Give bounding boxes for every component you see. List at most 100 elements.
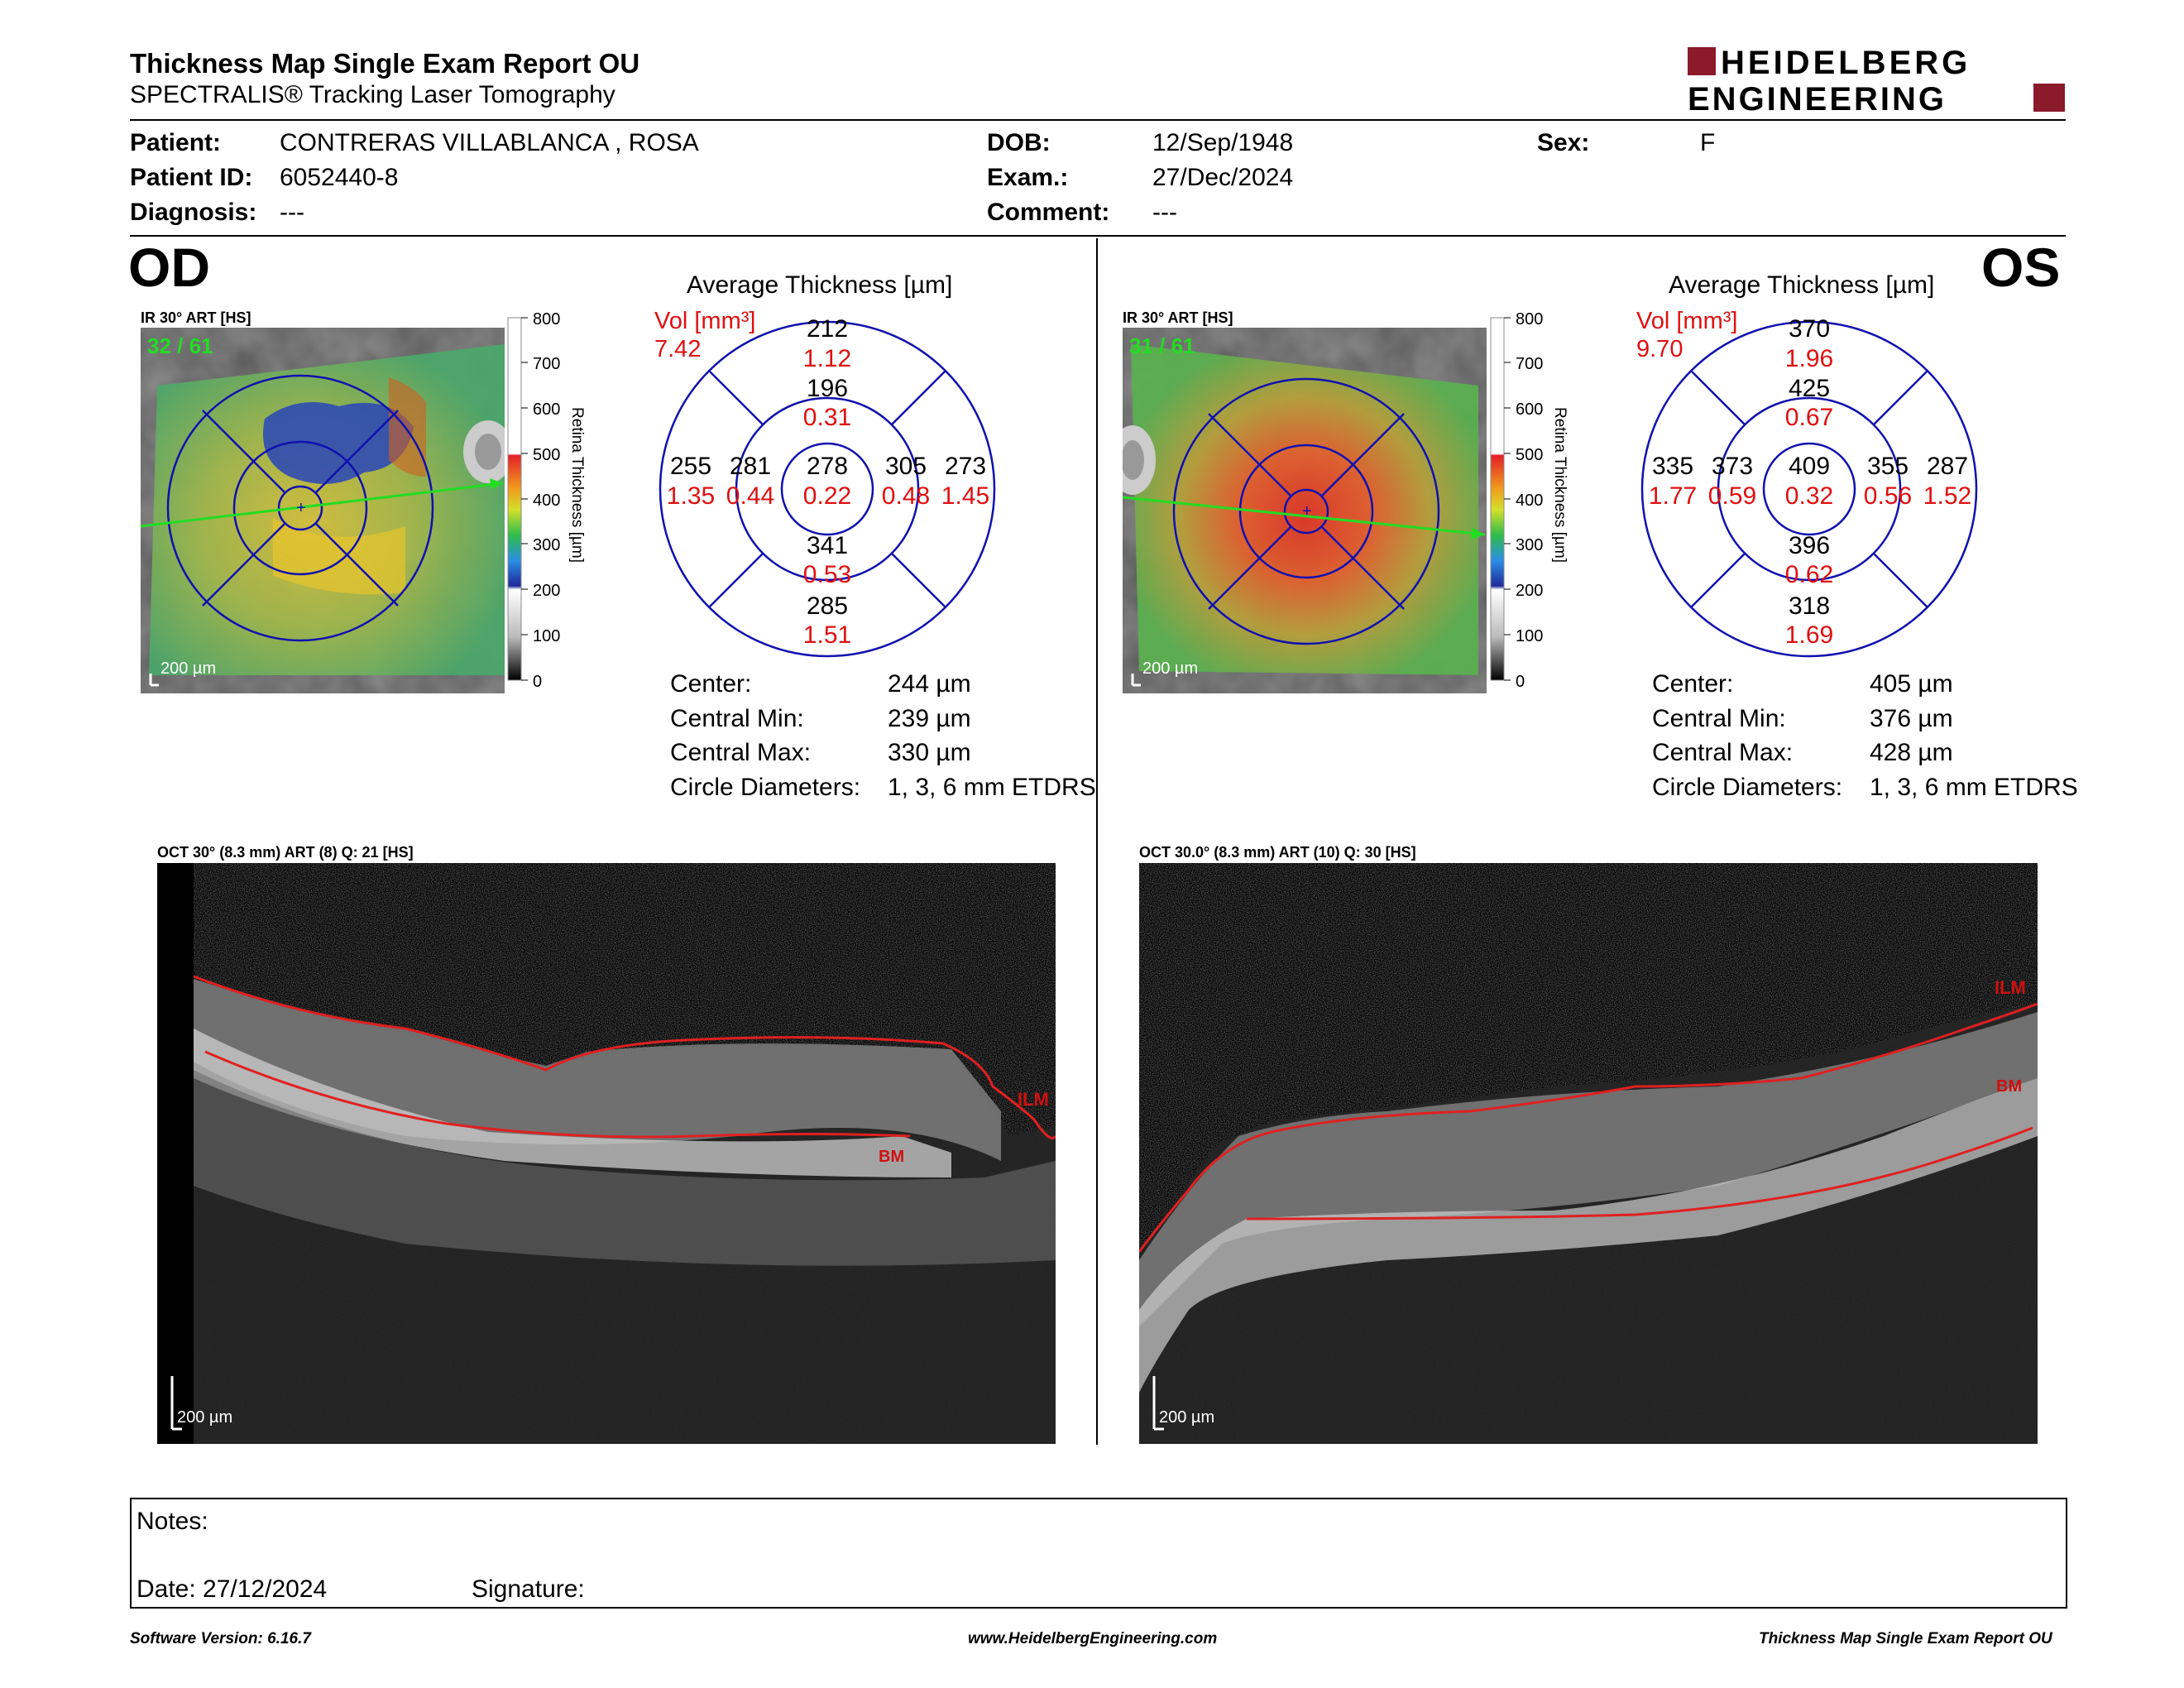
od-circle-diam-value: 1, 3, 6 mm ETDRS [888,774,1096,801]
os-frame-counter: 31 / 61 [1129,333,1195,358]
os-oct-label: OCT 30.0° (8.3 mm) ART (10) Q: 30 [HS] [1139,844,1416,861]
svg-text:300: 300 [1516,536,1543,554]
exam-label: Exam.: [987,164,1069,191]
svg-text:+: + [1302,502,1312,520]
patient-name: CONTRERAS VILLABLANCA , ROSA [280,129,699,156]
dob-label: DOB: [987,129,1051,156]
notes-date: Date: 27/12/2024 [136,1575,328,1603]
logo-text-top: HEIDELBERG [1721,46,1971,81]
svg-text:+: + [296,499,306,517]
od-central-max-label: Central Max: [670,739,812,766]
report-subtitle: SPECTRALIS® Tracking Laser Tomography [130,81,615,108]
os-inner-right-volume: 0.56 [1864,482,1912,510]
diagnosis-value: --- [280,199,304,226]
os-circle-diam-value: 1, 3, 6 mm ETDRS [1870,774,2078,801]
od-circle-diam-label: Circle Diameters: [670,774,861,801]
report-title: Thickness Map Single Exam Report OU [130,48,640,79]
signature-label: Signature: [472,1575,585,1603]
od-outer-superior-volume: 1.12 [803,345,851,372]
patient-id: 6052440-8 [280,164,399,191]
os-inner-right-thickness: 355 [1867,453,1909,480]
os-ir-label: IR 30° ART [HS] [1123,309,1233,326]
od-inner-right-thickness: 305 [885,453,927,480]
od-bm-label: BM [879,1148,904,1166]
od-ir-label: IR 30° ART [HS] [141,309,251,326]
od-central-min-label: Central Min: [670,705,804,732]
exam-value: 27/Dec/2024 [1152,164,1294,191]
os-outer-left-thickness: 335 [1652,453,1693,480]
svg-text:400: 400 [1516,492,1543,510]
os-outer-right-thickness: 287 [1927,453,1968,480]
notes-box[interactable] [130,1498,2067,1609]
os-oct-scale: 200 µm [1159,1408,1214,1427]
svg-text:200: 200 [533,582,560,600]
od-outer-right-volume: 1.45 [941,482,989,510]
os-outer-inferior-volume: 1.69 [1785,621,1833,649]
svg-text:300: 300 [533,536,560,554]
notes-label: Notes: [136,1508,208,1535]
os-etdrs-grid: 370 1.96 425 0.67 409 0.32 373 0.59 355 … [1627,314,1991,662]
svg-text:500: 500 [533,446,560,464]
os-thickness-map: + 31 / 61 200 µm [1109,328,1487,693]
os-inner-left-volume: 0.59 [1708,482,1756,510]
od-frame-counter: 32 / 61 [147,333,213,358]
od-map-scale: 200 µm [160,659,216,678]
os-outer-left-volume: 1.77 [1649,482,1697,510]
os-central-max-value: 428 µm [1870,739,1953,766]
os-outer-superior-thickness: 370 [1789,315,1830,343]
footer-report-title: Thickness Map Single Exam Report OU [1759,1630,2052,1647]
od-vol-label: Vol [mm³] [654,308,756,334]
os-oct-bscan: ILM BM 200 µm [1138,863,2038,1444]
svg-text:800: 800 [1516,310,1543,328]
dob-value: 12/Sep/1948 [1152,129,1294,156]
website-link[interactable]: www.HeidelbergEngineering.com [968,1630,1218,1647]
os-colorbar: 800 700 600 500 400 300 200 100 0 Retina… [1489,308,1580,697]
os-vol-value: 9.70 [1636,336,1684,362]
svg-text:700: 700 [533,355,560,373]
od-thickness-map: + 32 / 61 200 µm [140,328,513,693]
od-inner-right-volume: 0.48 [882,482,930,510]
od-inner-inferior-volume: 0.53 [803,561,851,588]
os-outer-right-volume: 1.52 [1923,482,1971,510]
os-colorbar-title: Retina Thickness [µm] [1551,407,1569,563]
os-outer-inferior-thickness: 318 [1789,592,1830,620]
os-inner-inferior-volume: 0.62 [1785,561,1833,588]
od-outer-inferior-volume: 1.51 [803,621,851,649]
od-vol-value: 7.42 [654,336,702,362]
os-map-scale: 200 µm [1142,659,1198,678]
os-central-min-label: Central Min: [1652,705,1786,732]
software-version: Software Version: 6.16.7 [130,1630,311,1647]
os-eye-label: OS [1981,237,2061,298]
od-etdrs-grid: 212 1.12 196 0.31 278 0.22 281 0.44 305 … [645,314,1009,662]
os-outer-superior-volume: 1.96 [1785,345,1833,372]
os-central-max-label: Central Max: [1652,739,1794,766]
os-inner-superior-thickness: 425 [1789,375,1830,402]
od-inner-superior-thickness: 196 [807,375,848,402]
svg-text:600: 600 [1516,400,1543,419]
patient-id-label: Patient ID: [130,164,253,191]
sex-label: Sex: [1537,129,1590,156]
os-circle-diam-label: Circle Diameters: [1652,774,1843,801]
os-center-label: Center: [1652,670,1734,698]
od-ilm-label: ILM [1018,1089,1049,1110]
comment-label: Comment: [987,199,1110,226]
os-avg-title: Average Thickness [µm] [1669,271,1935,299]
od-center-label: Center: [670,670,752,698]
od-avg-title: Average Thickness [µm] [687,271,953,299]
patient-label: Patient: [130,129,222,156]
logo-text-bottom: ENGINEERING [1688,81,1947,116]
os-inner-left-thickness: 373 [1712,453,1753,480]
svg-text:700: 700 [1516,355,1543,373]
svg-text:0: 0 [533,673,542,691]
od-inner-left-volume: 0.44 [726,482,774,510]
colorbar-title: Retina Thickness [µm] [568,407,586,563]
svg-text:500: 500 [1516,446,1543,464]
os-vol-label: Vol [mm³] [1636,308,1738,334]
od-center-thickness: 278 [807,453,848,480]
os-center-thickness: 409 [1789,453,1830,480]
diagnosis-label: Diagnosis: [130,199,257,226]
svg-text:400: 400 [533,492,560,510]
od-inner-left-thickness: 281 [730,453,771,480]
od-outer-right-thickness: 273 [945,453,986,480]
header-divider [130,119,2066,121]
